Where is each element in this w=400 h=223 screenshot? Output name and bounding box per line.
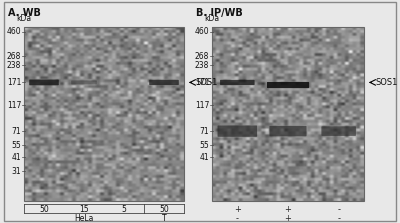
- Text: SOS1: SOS1: [376, 78, 398, 87]
- Text: kDa: kDa: [16, 14, 31, 23]
- FancyBboxPatch shape: [29, 80, 59, 85]
- Text: SOS1: SOS1: [196, 78, 218, 87]
- FancyBboxPatch shape: [71, 81, 97, 85]
- FancyBboxPatch shape: [267, 82, 309, 88]
- Text: -: -: [337, 205, 340, 214]
- Text: 41: 41: [12, 153, 21, 162]
- Text: 41: 41: [200, 153, 209, 162]
- Text: kDa: kDa: [204, 14, 219, 23]
- Text: A. WB: A. WB: [8, 8, 41, 18]
- Text: HeLa: HeLa: [74, 214, 94, 223]
- Text: 171: 171: [195, 78, 209, 87]
- Text: 268: 268: [195, 52, 209, 61]
- Text: 71: 71: [200, 127, 209, 136]
- FancyBboxPatch shape: [4, 2, 396, 221]
- Text: 171: 171: [7, 78, 21, 87]
- Text: 50: 50: [39, 205, 49, 214]
- Text: 238: 238: [195, 60, 209, 70]
- Text: 5: 5: [122, 205, 126, 214]
- Text: 238: 238: [7, 60, 21, 70]
- Text: 268: 268: [7, 52, 21, 61]
- Text: 117: 117: [7, 101, 21, 109]
- Text: 55: 55: [200, 140, 209, 150]
- Text: 31: 31: [12, 167, 21, 176]
- Text: B. IP/WB: B. IP/WB: [196, 8, 243, 18]
- FancyBboxPatch shape: [270, 126, 306, 136]
- Text: +: +: [234, 205, 241, 214]
- FancyBboxPatch shape: [149, 80, 179, 85]
- Text: 71: 71: [12, 127, 21, 136]
- Text: +: +: [284, 214, 292, 223]
- Text: 55: 55: [12, 140, 21, 150]
- Text: +: +: [284, 205, 292, 214]
- Text: 50: 50: [159, 205, 169, 214]
- FancyBboxPatch shape: [322, 126, 356, 136]
- Text: 117: 117: [195, 101, 209, 109]
- Text: 15: 15: [79, 205, 89, 214]
- FancyBboxPatch shape: [220, 80, 255, 85]
- Text: T: T: [162, 214, 166, 223]
- Text: -: -: [236, 214, 239, 223]
- Text: 460: 460: [194, 27, 209, 37]
- Text: 460: 460: [6, 27, 21, 37]
- FancyBboxPatch shape: [218, 126, 257, 137]
- Text: -: -: [337, 214, 340, 223]
